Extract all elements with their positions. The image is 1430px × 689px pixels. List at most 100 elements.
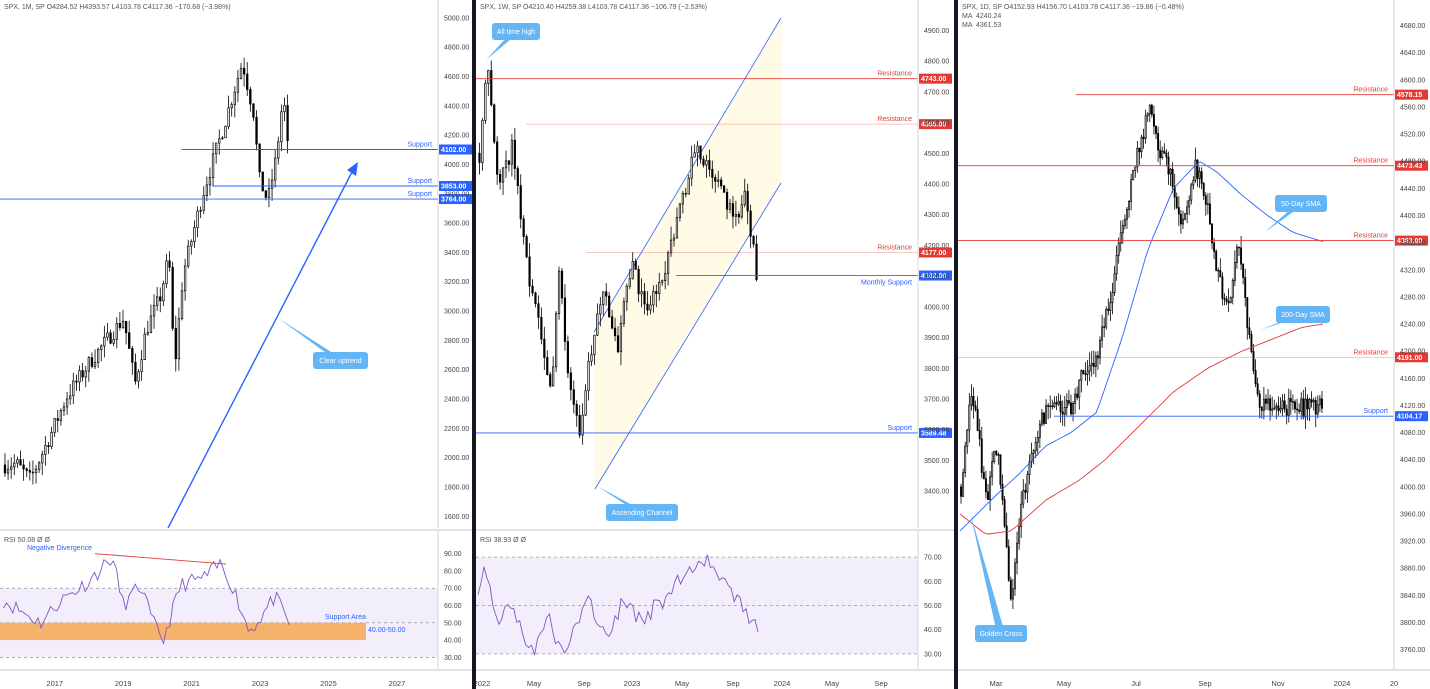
candle-body: [1026, 474, 1029, 493]
candle-body: [183, 265, 187, 292]
candle-body: [137, 371, 140, 382]
rsi-tick-label: 70.00: [924, 555, 942, 562]
candle-body: [575, 403, 578, 416]
price-tick-label: 2000.00: [444, 455, 469, 462]
candle-body: [1163, 150, 1166, 154]
callout-golden-cross-box: [975, 625, 1027, 642]
candle-body: [746, 190, 749, 212]
callout-ascending-channel: Ascending Channel: [612, 510, 673, 517]
candle-body: [646, 303, 649, 311]
level-label: Resistance: [1353, 158, 1388, 165]
candle-body: [1057, 400, 1060, 405]
candle-body: [1018, 526, 1021, 544]
price-tick-label: 4100.00: [924, 274, 949, 281]
candle-body: [1123, 218, 1126, 226]
candle-body: [484, 82, 487, 121]
candle-body: [720, 179, 723, 187]
candle-body: [1150, 104, 1153, 115]
candle-body: [984, 478, 987, 493]
candle-body: [1148, 104, 1151, 115]
candle-body: [728, 203, 732, 210]
time-tick-label: 20: [1390, 679, 1398, 688]
price-tick-label: 2200.00: [444, 426, 469, 433]
candle-body: [705, 160, 708, 166]
candle-body: [622, 301, 625, 324]
candle-body: [224, 126, 227, 139]
candle-body: [31, 471, 35, 474]
price-tick-label: 4200.00: [924, 243, 949, 250]
weekly-chart[interactable]: Resistance 4743.00 Resistance 4595.00 Resist…: [476, 0, 954, 689]
price-tick-label: 3000.00: [444, 309, 469, 316]
time-tick-label: 2024: [1334, 679, 1351, 688]
candle-body: [993, 450, 996, 462]
candle-body: [637, 269, 640, 295]
support-price-tag-bg: [439, 181, 472, 192]
candle-body: [487, 70, 490, 84]
candle-body: [1308, 399, 1311, 410]
weekly-chart-panel[interactable]: Resistance 4743.00 Resistance 4595.00 Resist…: [476, 0, 954, 689]
candle-body: [504, 160, 508, 169]
candle-body: [540, 316, 543, 340]
monthly-chart[interactable]: Support 4102.00 Support 3853.00 Support 3764.…: [0, 0, 472, 689]
price-tick-label: 3600.00: [444, 221, 469, 228]
candle-body: [590, 354, 593, 362]
candle-body: [22, 464, 25, 470]
candle-body: [131, 348, 134, 363]
candle-body: [708, 160, 711, 170]
price-tick-label: 5000.00: [444, 15, 469, 22]
candle-body: [34, 468, 38, 474]
candle-body: [619, 322, 623, 353]
price-tick-label: 4000.00: [1400, 484, 1425, 491]
candle-body: [140, 359, 143, 373]
candle-body: [1051, 405, 1054, 408]
price-tick-label: 4440.00: [1400, 186, 1425, 193]
candle-body: [1209, 203, 1211, 225]
level-label: Resistance: [1353, 233, 1388, 240]
daily-chart[interactable]: Resistance 4578.15 Resistance 4473.43 Resist…: [958, 0, 1430, 689]
candle-body: [211, 153, 215, 178]
candle-body: [490, 70, 493, 106]
candle-body: [1134, 166, 1137, 171]
candle-body: [974, 405, 977, 410]
candle-body: [1217, 270, 1220, 272]
candle-body: [1194, 159, 1197, 181]
candle-body: [569, 372, 572, 391]
rsi-tick-label: 40.00: [444, 638, 462, 645]
daily-chart-panel[interactable]: Resistance 4578.15 Resistance 4473.43 Resist…: [958, 0, 1430, 689]
candle-body: [19, 459, 22, 466]
monthly-header: SPX, 1M, SP O4284.52 H4393.57 L4103.78 C…: [4, 4, 231, 11]
candle-body: [53, 418, 56, 433]
support-price-tag-bg: [439, 194, 472, 205]
candle-body: [587, 360, 590, 392]
panel-divider[interactable]: [472, 0, 476, 689]
price-tick-label: 4520.00: [1400, 132, 1425, 139]
candle-body: [50, 431, 53, 447]
weekly-rsi-header: RSI 38.93 Ø Ø: [480, 537, 526, 544]
price-tick-label: 2800.00: [444, 338, 469, 345]
candle-body: [980, 438, 983, 473]
monthly-chart-panel[interactable]: Support 4102.00 Support 3853.00 Support 3764.…: [0, 0, 472, 689]
candle-body: [584, 390, 587, 416]
candle-body: [999, 454, 1002, 485]
candle-body: [513, 139, 516, 169]
candle-body: [543, 338, 546, 358]
candle-body: [667, 252, 670, 274]
callout-50-day-sma-box: [1275, 195, 1327, 212]
candle-body: [1092, 362, 1095, 367]
candle-body: [261, 171, 264, 192]
price-tick-label: 4400.00: [924, 182, 949, 189]
support-price-tag-bg: [439, 144, 472, 155]
candle-body: [1291, 401, 1294, 403]
candle-body: [255, 116, 258, 145]
price-tick-label: 3800.00: [444, 191, 469, 198]
candle-body: [1215, 251, 1218, 271]
candle-body: [1211, 223, 1213, 244]
candle-body: [1221, 276, 1224, 299]
candle-body: [1101, 326, 1104, 341]
daily-ma50-label: MA: [962, 22, 973, 29]
candle-body: [1281, 400, 1284, 409]
candle-body: [202, 195, 205, 211]
price-tick-label: 4900.00: [924, 28, 949, 35]
panel-divider[interactable]: [954, 0, 958, 689]
rsi-tick-label: 30.00: [444, 655, 462, 662]
